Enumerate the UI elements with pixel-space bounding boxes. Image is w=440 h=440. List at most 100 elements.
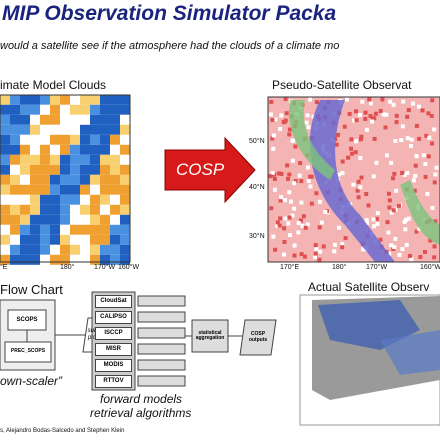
cell [20, 104, 30, 115]
cell [80, 194, 90, 205]
cell [340, 242, 345, 247]
cell [283, 97, 288, 102]
cell [20, 224, 30, 235]
cell [30, 144, 40, 155]
cell [20, 234, 30, 245]
cell [392, 245, 397, 250]
cell [401, 99, 406, 104]
cell [60, 144, 70, 155]
cell [303, 225, 308, 230]
cell [120, 114, 130, 125]
cell [90, 134, 100, 145]
cell [305, 222, 310, 227]
cell [301, 214, 306, 219]
cell [350, 151, 355, 156]
cell [387, 198, 392, 203]
cell [30, 154, 40, 165]
cell [363, 110, 368, 115]
cell [374, 216, 379, 221]
cell [110, 184, 120, 195]
cell [110, 174, 120, 185]
cell [50, 124, 60, 135]
cell [10, 244, 20, 255]
cell [10, 164, 20, 175]
cell [80, 224, 90, 235]
cell [100, 194, 110, 205]
cell [80, 134, 90, 145]
cell [308, 184, 313, 189]
cell [0, 234, 10, 245]
cell [90, 194, 100, 205]
cell [314, 246, 319, 251]
cell [10, 204, 20, 215]
cell [50, 114, 60, 125]
cell [389, 243, 394, 248]
cell [426, 111, 431, 116]
cell [304, 120, 309, 125]
cell [50, 244, 60, 255]
cell [381, 112, 386, 117]
cell [20, 194, 30, 205]
cell [394, 113, 399, 118]
cell [402, 219, 407, 224]
cell [70, 234, 80, 245]
cell [0, 144, 10, 155]
cell [110, 104, 120, 115]
cell [90, 204, 100, 215]
cell [120, 134, 130, 145]
cell [432, 244, 437, 249]
cell [313, 251, 318, 256]
cell [296, 220, 301, 225]
cell [429, 113, 434, 118]
cell [426, 154, 431, 159]
cell [10, 254, 20, 265]
cell [100, 204, 110, 215]
note: own-scaler” [0, 374, 63, 388]
cell [0, 204, 10, 215]
cell [50, 164, 60, 175]
cell [290, 158, 295, 163]
cell [70, 184, 80, 195]
cell [278, 216, 283, 221]
cell [269, 99, 274, 104]
cell [283, 118, 288, 123]
cell [297, 173, 302, 178]
cell [120, 234, 130, 245]
cell [120, 174, 130, 185]
cell [356, 179, 361, 184]
cell [40, 234, 50, 245]
cell [80, 214, 90, 225]
cell [80, 94, 90, 105]
cell [110, 124, 120, 135]
cell [30, 184, 40, 195]
cell [50, 224, 60, 235]
cell [287, 190, 292, 195]
cell [40, 204, 50, 215]
cell [40, 184, 50, 195]
cell [30, 214, 40, 225]
cell [278, 198, 283, 203]
cell [343, 236, 348, 241]
cell [100, 124, 110, 135]
cell [90, 114, 100, 125]
cell [292, 181, 297, 186]
cell [389, 160, 394, 165]
cell [288, 233, 293, 238]
cell [90, 164, 100, 175]
cell [359, 134, 364, 139]
cell [306, 179, 311, 184]
cell [378, 237, 383, 242]
cell [349, 146, 354, 151]
cell [70, 104, 80, 115]
cell [70, 134, 80, 145]
cell [360, 247, 365, 252]
cell [371, 217, 376, 222]
cell [313, 243, 318, 248]
cell [425, 191, 430, 196]
cell [282, 252, 287, 257]
box: SCOPS [16, 316, 38, 323]
cell [10, 94, 20, 105]
cell [30, 124, 40, 135]
cell [412, 188, 417, 193]
cell [298, 161, 303, 166]
